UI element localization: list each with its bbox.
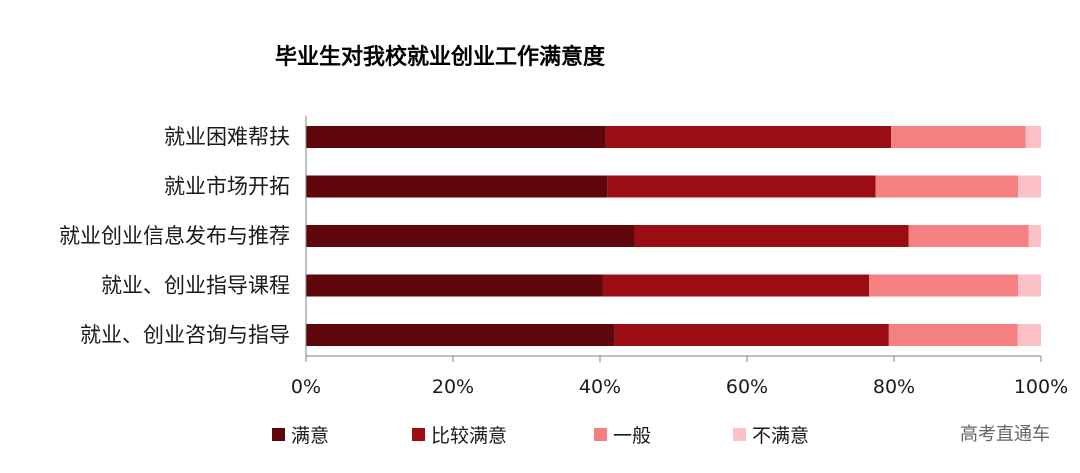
bar-segment-1-1 bbox=[306, 126, 606, 148]
legend-swatch bbox=[594, 428, 607, 441]
bar-segment-5-4 bbox=[1017, 324, 1041, 346]
legend-label: 比较满意 bbox=[431, 425, 507, 447]
bar-segment-2-3 bbox=[875, 175, 1019, 198]
x-tick-label: 0% bbox=[291, 376, 321, 398]
category-label: 就业创业信息发布与推荐 bbox=[59, 224, 290, 248]
bar-segment-4-1 bbox=[306, 274, 603, 297]
bar-segment-4-3 bbox=[869, 274, 1019, 297]
legend-swatch bbox=[733, 428, 746, 441]
bar-segment-2-4 bbox=[1018, 175, 1041, 198]
bar-segment-2-1 bbox=[306, 175, 608, 198]
bar-segment-5-3 bbox=[888, 324, 1018, 346]
chart-title: 毕业生对我校就业创业工作满意度 bbox=[275, 44, 606, 70]
bar-segment-2-2 bbox=[607, 175, 876, 198]
legend-swatch bbox=[272, 428, 285, 441]
x-tick-label: 60% bbox=[726, 376, 768, 398]
legend-swatch bbox=[412, 428, 425, 441]
bars-group bbox=[306, 126, 1041, 346]
category-label: 就业市场开拓 bbox=[164, 175, 290, 199]
bar-segment-5-2 bbox=[614, 324, 889, 346]
bar-segment-3-2 bbox=[634, 225, 909, 247]
legend-label: 满意 bbox=[291, 425, 329, 447]
bar-segment-1-3 bbox=[891, 126, 1026, 148]
bar-segment-3-3 bbox=[908, 225, 1029, 247]
bar-segment-1-2 bbox=[605, 126, 892, 148]
bar-segment-3-4 bbox=[1028, 225, 1041, 247]
legend: 满意 比较满意 一般 不满意 bbox=[272, 425, 809, 447]
x-tick-label: 40% bbox=[579, 376, 621, 398]
category-labels: 就业困难帮扶就业市场开拓就业创业信息发布与推荐就业、创业指导课程就业、创业咨询与… bbox=[59, 125, 290, 347]
legend-label: 不满意 bbox=[752, 425, 809, 447]
bar-segment-1-4 bbox=[1025, 126, 1041, 148]
bar-segment-4-2 bbox=[602, 274, 870, 297]
bar-segment-4-4 bbox=[1018, 274, 1041, 297]
x-axis: 0% 20% 40% 60% 80% 100% bbox=[291, 116, 1068, 398]
legend-label: 一般 bbox=[613, 425, 651, 447]
category-label: 就业、创业咨询与指导 bbox=[80, 323, 290, 347]
x-tick-label: 100% bbox=[1014, 376, 1068, 398]
x-tick-label: 20% bbox=[432, 376, 474, 398]
bar-segment-5-1 bbox=[306, 324, 615, 346]
x-tick-label: 80% bbox=[873, 376, 915, 398]
watermark: 高考直通车 bbox=[960, 424, 1050, 445]
category-label: 就业困难帮扶 bbox=[164, 125, 290, 149]
category-label: 就业、创业指导课程 bbox=[101, 274, 290, 298]
bar-segment-3-1 bbox=[306, 225, 635, 247]
